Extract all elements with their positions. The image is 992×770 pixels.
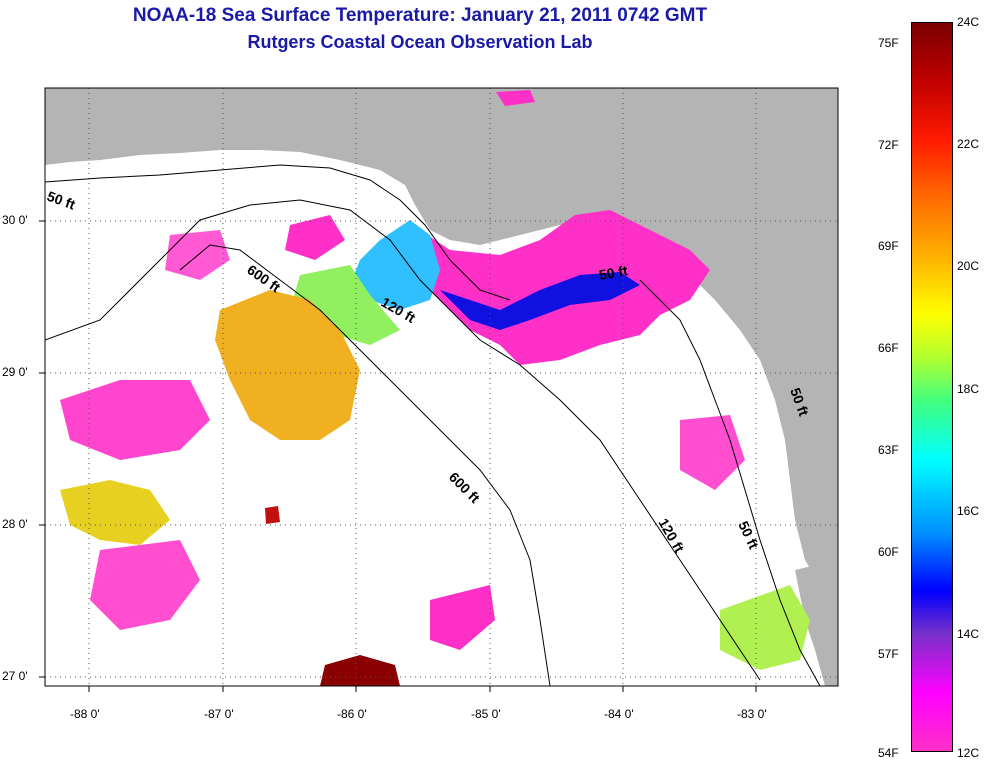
colorbar-c-label: 22C (957, 137, 980, 151)
lat-label: 30 0' (2, 213, 28, 227)
pink-patch-2 (90, 540, 200, 630)
colorbar-f-label: 72F (878, 138, 899, 152)
colorbar-f-label: 54F (878, 746, 899, 760)
contour-50ft-east (639, 279, 821, 686)
pink-patch-1 (60, 380, 210, 460)
lon-label: -88 0' (70, 707, 100, 721)
lat-label: 28 0' (2, 517, 28, 531)
cold-blue-band (440, 272, 640, 330)
colorbar-f-label: 57F (878, 647, 899, 661)
map-subtitle: Rutgers Coastal Ocean Observation Lab (247, 32, 593, 52)
contour-label: 50 ft (598, 262, 629, 283)
lon-label: -87 0' (204, 707, 234, 721)
colorbar-c-label: 18C (957, 382, 980, 396)
contour-600ft (179, 244, 551, 686)
colorbar-c-label: 24C (957, 15, 980, 29)
map-frame (44, 87, 839, 687)
colorbar-f-label: 60F (878, 545, 899, 559)
graticule (45, 88, 838, 686)
lon-label: -85 0' (471, 707, 501, 721)
pink-patch-5 (285, 215, 345, 260)
contour-120ft (45, 199, 761, 681)
cyan-plume (350, 220, 440, 310)
lon-label: -84 0' (604, 707, 634, 721)
colorbar-f-label: 69F (878, 239, 899, 253)
pink-patch-7 (496, 90, 535, 106)
colorbar-c-label: 20C (957, 259, 980, 273)
lon-label: -86 0' (337, 707, 367, 721)
lat-label: 27 0' (2, 669, 28, 683)
colorbar-c-label: 12C (957, 746, 980, 760)
lon-label: -83 0' (737, 707, 767, 721)
pink-patch-4 (680, 415, 745, 490)
temperature-colorbar (911, 22, 953, 752)
contour-50ft (45, 164, 511, 301)
warm-west (60, 480, 170, 545)
warm-core (215, 290, 360, 440)
colorbar-c-label: 16C (957, 504, 980, 518)
lat-label: 29 0' (2, 365, 28, 379)
map-title: NOAA-18 Sea Surface Temperature: January… (132, 5, 708, 26)
colorbar-f-label: 75F (878, 36, 899, 50)
colorbar-c-label: 14C (957, 627, 980, 641)
colorbar-f-label: 66F (878, 341, 899, 355)
colorbar-f-label: 63F (878, 443, 899, 457)
land-north (45, 88, 838, 600)
green-southeast (720, 585, 810, 670)
land-peninsula (795, 560, 838, 686)
hot-spot-2 (265, 506, 280, 524)
pink-patch-3 (430, 585, 495, 650)
axis-ticks (39, 220, 757, 692)
hot-spot (320, 655, 400, 686)
